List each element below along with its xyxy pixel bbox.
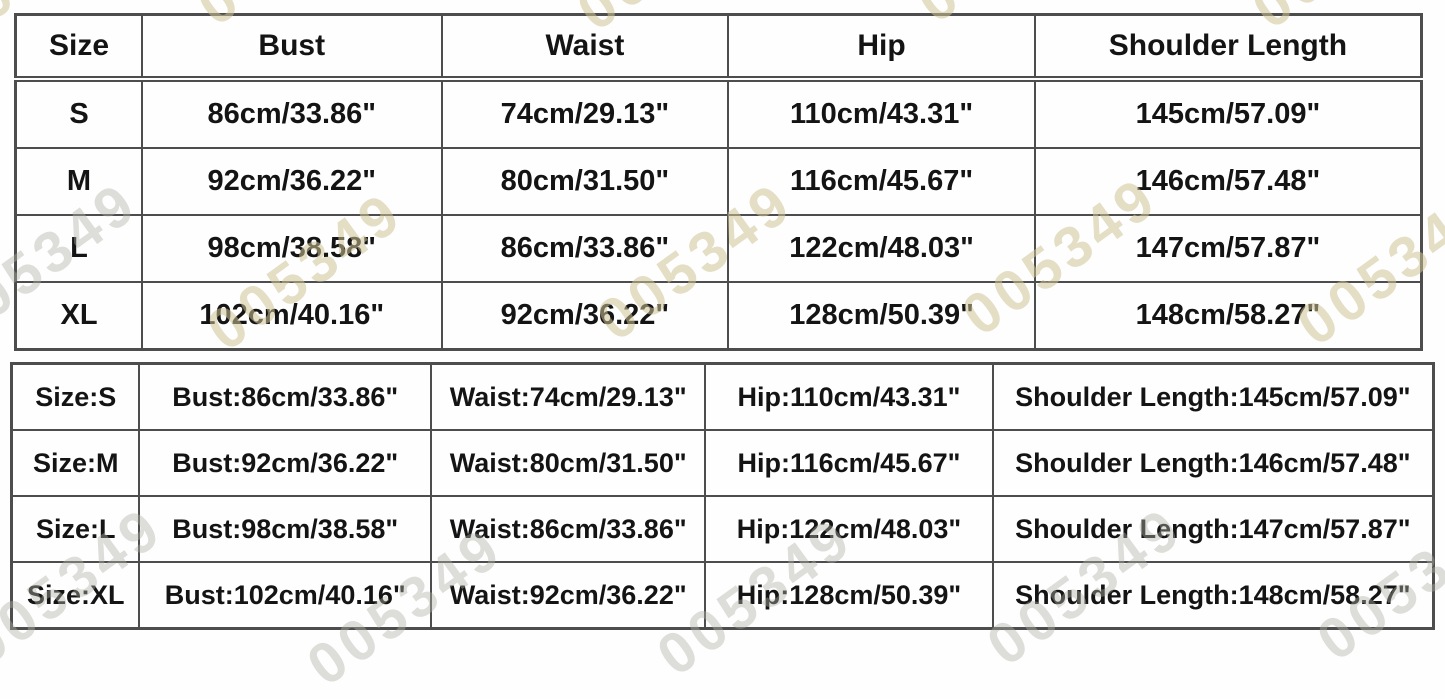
size-cell: Size:M bbox=[10, 429, 141, 497]
shoulder-cell: 146cm/57.48" bbox=[1033, 147, 1423, 216]
bust-cell: 86cm/33.86" bbox=[141, 78, 443, 149]
waist-cell: 86cm/33.86" bbox=[440, 214, 730, 283]
bust-cell: 98cm/38.58" bbox=[141, 214, 443, 283]
header-row: Size Bust Waist Hip Shoulder Length bbox=[14, 13, 1423, 82]
bust-cell: 102cm/40.16" bbox=[141, 281, 443, 351]
bust-cell: Bust:102cm/40.16" bbox=[138, 561, 432, 630]
table-row-m: Size:M Bust:92cm/36.22" Waist:80cm/31.50… bbox=[10, 429, 1435, 497]
shoulder-cell: Shoulder Length:148cm/58.27" bbox=[991, 561, 1435, 630]
waist-cell: Waist:92cm/36.22" bbox=[429, 561, 707, 630]
table-row-s: Size:S Bust:86cm/33.86" Waist:74cm/29.13… bbox=[10, 362, 1435, 431]
col-header-shoulder-length: Shoulder Length bbox=[1033, 13, 1423, 82]
size-cell: S bbox=[14, 78, 144, 149]
waist-cell: Waist:80cm/31.50" bbox=[429, 429, 707, 497]
table-row-xl: XL 102cm/40.16" 92cm/36.22" 128cm/50.39"… bbox=[14, 281, 1423, 351]
size-cell: Size:XL bbox=[10, 561, 141, 630]
waist-cell: 74cm/29.13" bbox=[440, 78, 730, 149]
hip-cell: Hip:116cm/45.67" bbox=[704, 429, 994, 497]
hip-cell: Hip:128cm/50.39" bbox=[704, 561, 994, 630]
table-row-s: S 86cm/33.86" 74cm/29.13" 110cm/43.31" 1… bbox=[14, 78, 1423, 149]
col-header-hip: Hip bbox=[727, 13, 1036, 82]
bust-cell: Bust:98cm/38.58" bbox=[138, 495, 432, 563]
waist-cell: Waist:86cm/33.86" bbox=[429, 495, 707, 563]
size-chart-inline-table: Size:S Bust:86cm/33.86" Waist:74cm/29.13… bbox=[10, 362, 1435, 630]
shoulder-cell: Shoulder Length:147cm/57.87" bbox=[991, 495, 1435, 563]
bust-cell: Bust:92cm/36.22" bbox=[138, 429, 432, 497]
size-chart-table: Size Bust Waist Hip Shoulder Length S 86… bbox=[14, 13, 1423, 351]
bust-cell: Bust:86cm/33.86" bbox=[138, 362, 432, 431]
hip-cell: 128cm/50.39" bbox=[727, 281, 1036, 351]
hip-cell: Hip:122cm/48.03" bbox=[704, 495, 994, 563]
table-row-m: M 92cm/36.22" 80cm/31.50" 116cm/45.67" 1… bbox=[14, 147, 1423, 216]
waist-cell: 80cm/31.50" bbox=[440, 147, 730, 216]
shoulder-cell: Shoulder Length:146cm/57.48" bbox=[991, 429, 1435, 497]
size-cell: XL bbox=[14, 281, 144, 351]
shoulder-cell: 148cm/58.27" bbox=[1033, 281, 1423, 351]
col-header-waist: Waist bbox=[440, 13, 730, 82]
hip-cell: 110cm/43.31" bbox=[727, 78, 1036, 149]
waist-cell: Waist:74cm/29.13" bbox=[429, 362, 707, 431]
hip-cell: 116cm/45.67" bbox=[727, 147, 1036, 216]
size-cell: M bbox=[14, 147, 144, 216]
col-header-bust: Bust bbox=[141, 13, 443, 82]
hip-cell: Hip:110cm/43.31" bbox=[704, 362, 994, 431]
col-header-size: Size bbox=[14, 13, 144, 82]
shoulder-cell: 147cm/57.87" bbox=[1033, 214, 1423, 283]
size-cell: Size:S bbox=[10, 362, 141, 431]
table-row-l: L 98cm/38.58" 86cm/33.86" 122cm/48.03" 1… bbox=[14, 214, 1423, 283]
size-cell: L bbox=[14, 214, 144, 283]
table-row-xl: Size:XL Bust:102cm/40.16" Waist:92cm/36.… bbox=[10, 561, 1435, 630]
waist-cell: 92cm/36.22" bbox=[440, 281, 730, 351]
hip-cell: 122cm/48.03" bbox=[727, 214, 1036, 283]
shoulder-cell: 145cm/57.09" bbox=[1033, 78, 1423, 149]
bust-cell: 92cm/36.22" bbox=[141, 147, 443, 216]
size-cell: Size:L bbox=[10, 495, 141, 563]
table-row-l: Size:L Bust:98cm/38.58" Waist:86cm/33.86… bbox=[10, 495, 1435, 563]
shoulder-cell: Shoulder Length:145cm/57.09" bbox=[991, 362, 1435, 431]
